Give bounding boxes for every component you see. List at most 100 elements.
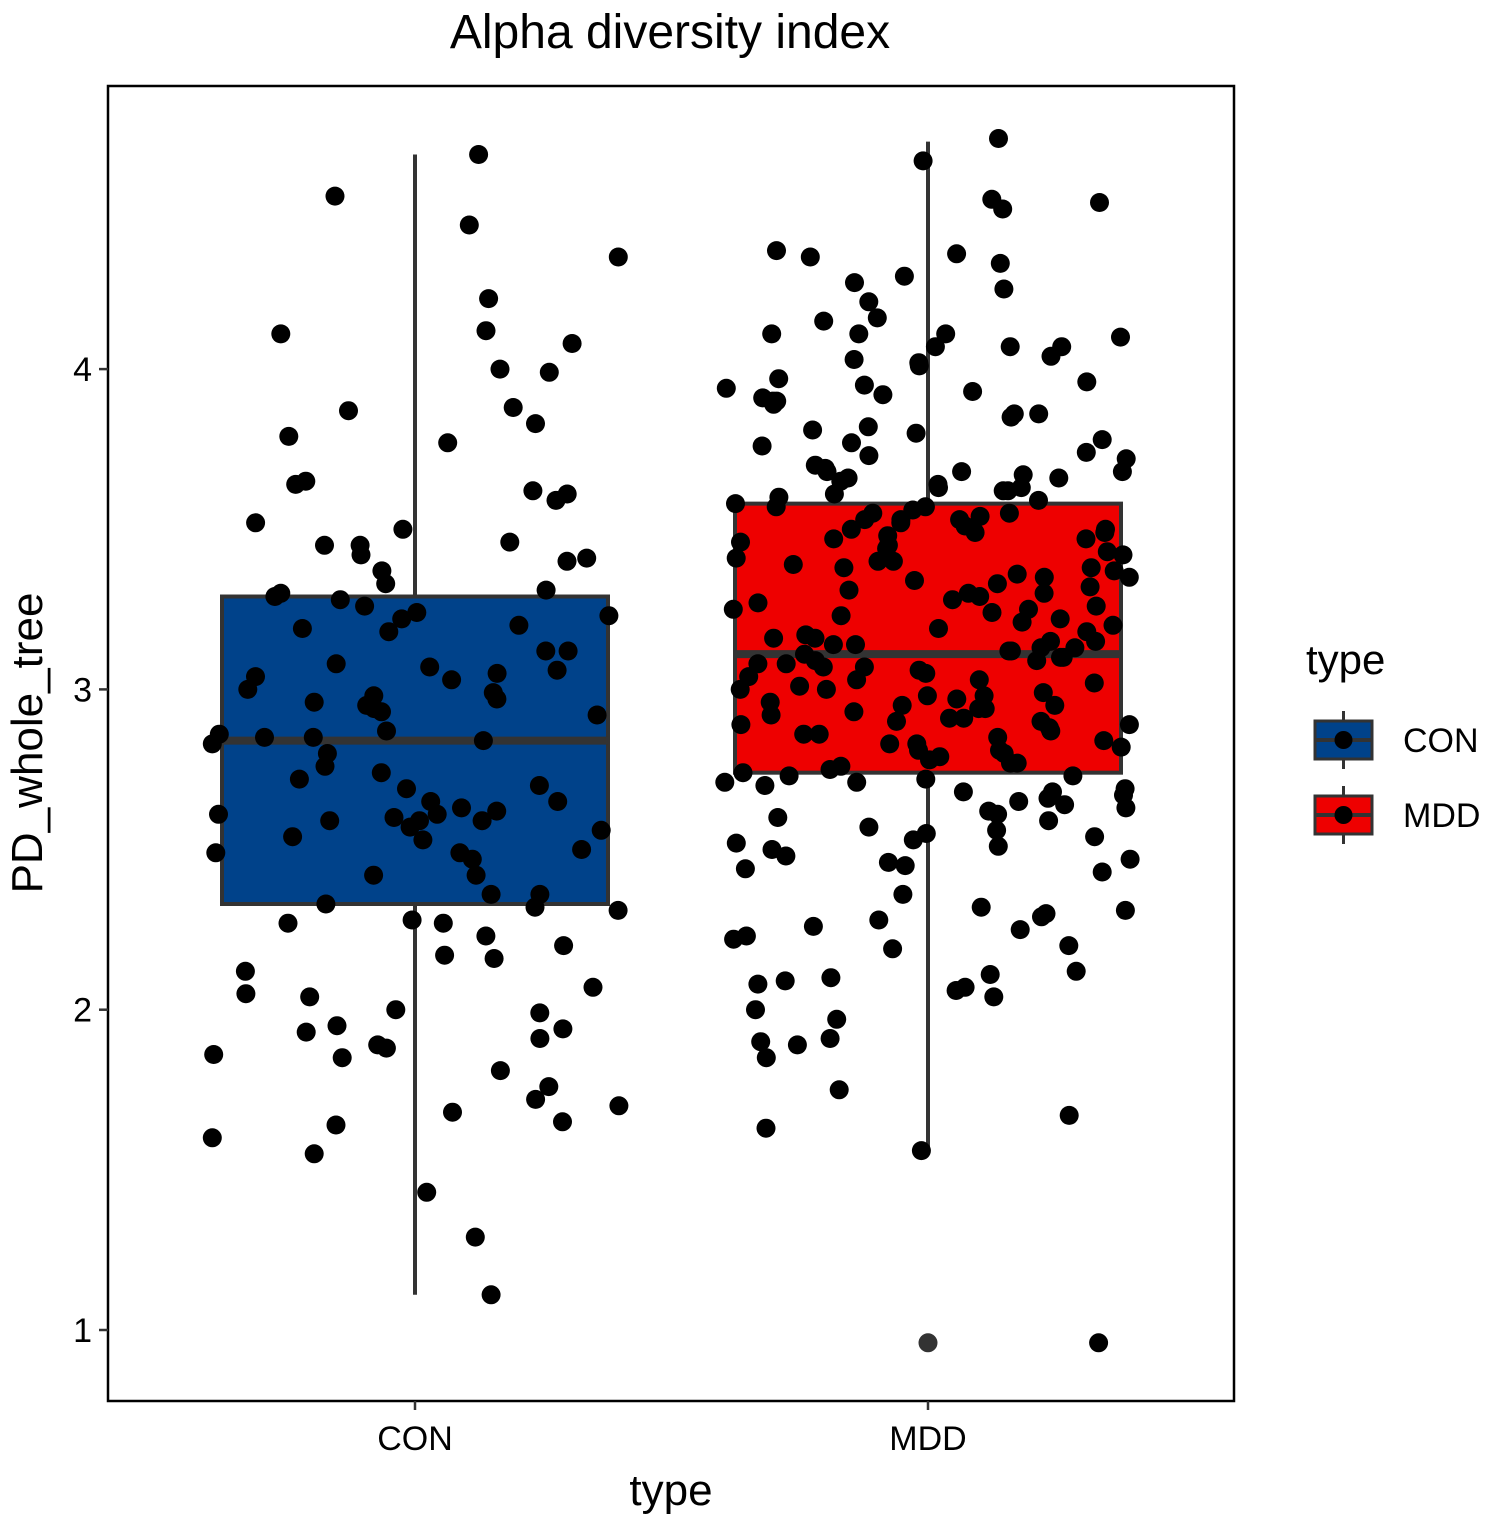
con-data-point	[364, 865, 384, 885]
con-data-point	[530, 1003, 550, 1023]
mdd-data-point	[953, 782, 973, 802]
mdd-data-point	[733, 763, 753, 783]
mdd-data-point	[982, 603, 1002, 622]
mdd-data-point	[752, 436, 772, 456]
mdd-data-point	[761, 705, 781, 725]
con-data-point	[278, 913, 298, 933]
mdd-data-point	[1029, 404, 1049, 424]
con-data-point	[554, 936, 574, 956]
mdd-data-point	[988, 804, 1008, 824]
mdd-data-point	[1000, 337, 1020, 357]
mdd-data-point	[731, 715, 751, 735]
y-tick-label: 4	[73, 351, 92, 389]
mdd-data-point	[963, 382, 983, 401]
mdd-data-point	[769, 369, 789, 389]
mdd-data-point	[858, 417, 878, 437]
mdd-data-point	[1076, 442, 1096, 462]
con-data-point	[547, 660, 567, 680]
mdd-data-point	[859, 446, 879, 466]
mdd-data-point	[756, 1048, 776, 1068]
mdd-data-point	[970, 506, 990, 526]
mdd-data-point	[993, 481, 1013, 501]
con-data-point	[526, 1089, 546, 1109]
mdd-data-point	[1033, 683, 1053, 703]
con-data-point	[442, 670, 462, 690]
mdd-data-point	[834, 558, 854, 578]
con-data-point	[386, 1000, 406, 1020]
mdd-data-point	[751, 1032, 771, 1052]
mdd-data-point	[1116, 798, 1136, 818]
con-data-point	[326, 654, 346, 674]
mdd-data-point	[913, 151, 933, 171]
mdd-data-point	[724, 929, 744, 949]
mdd-data-point	[716, 378, 736, 398]
mdd-data-point	[1084, 673, 1104, 693]
mdd-data-point	[984, 987, 1004, 1007]
mdd-data-point	[731, 532, 750, 552]
mdd-data-point	[726, 548, 746, 568]
mdd-data-point	[892, 695, 912, 715]
mdd-data-point	[1081, 558, 1101, 578]
con-data-point	[484, 949, 504, 968]
mdd-data-point	[842, 433, 861, 453]
mdd-data-point	[1090, 193, 1109, 212]
con-data-point	[332, 1048, 352, 1068]
con-data-point	[490, 1061, 510, 1081]
mdd-data-point	[893, 884, 913, 904]
con-data-point	[608, 247, 628, 267]
con-data-point	[490, 359, 510, 379]
con-data-point	[292, 619, 312, 638]
mdd-data-point	[849, 324, 869, 344]
mdd-data-point	[1010, 920, 1030, 940]
mdd-data-point	[868, 551, 888, 571]
y-tick-label: 1	[73, 1312, 92, 1350]
mdd-data-point	[987, 574, 1007, 594]
con-data-point	[487, 663, 507, 683]
con-data-point	[407, 603, 427, 622]
mdd-data-point	[767, 241, 786, 261]
con-data-point	[433, 913, 453, 933]
mdd-data-point	[762, 324, 782, 344]
con-data-point	[479, 289, 499, 309]
mdd-data-point	[824, 484, 844, 504]
mdd-data-point	[903, 830, 923, 850]
con-data-point	[599, 606, 619, 626]
con-data-point	[536, 641, 556, 661]
mdd-data-point	[916, 769, 936, 789]
mdd-box	[733, 501, 1123, 775]
mdd-data-point	[746, 1000, 765, 1020]
mdd-data-point	[999, 503, 1019, 523]
mdd-data-point	[994, 279, 1014, 299]
mdd-data-point	[987, 820, 1007, 840]
mdd-data-point	[1077, 372, 1097, 392]
mdd-data-point	[1086, 596, 1106, 616]
mdd-data-point	[794, 724, 814, 744]
con-data-point	[376, 1038, 396, 1058]
mdd-data-point	[925, 337, 945, 357]
con-data-point	[279, 426, 299, 446]
con-data-point	[587, 705, 607, 725]
mdd-outlier-point	[918, 1333, 938, 1353]
points-layer	[202, 129, 1140, 1353]
mdd-data-point	[1112, 462, 1132, 482]
con-data-point	[562, 334, 582, 353]
mdd-data-point	[954, 708, 974, 728]
con-data-point	[246, 513, 266, 533]
mdd-data-point	[1049, 468, 1069, 488]
mdd-data-point	[1092, 862, 1112, 882]
x-tick-label: CON	[377, 1420, 453, 1458]
mdd-data-point	[971, 897, 991, 917]
con-data-point	[209, 804, 228, 824]
mdd-data-point	[775, 971, 795, 991]
con-data-point	[417, 1182, 437, 1202]
mdd-data-point	[1092, 430, 1112, 450]
con-data-point	[379, 622, 399, 642]
mdd-data-point	[936, 324, 956, 344]
mdd-data-point	[821, 968, 841, 988]
mdd-data-point	[1113, 545, 1133, 565]
con-data-point	[315, 535, 334, 555]
mdd-data-point	[895, 856, 915, 876]
mdd-data-point	[880, 734, 900, 754]
mdd-data-point	[1007, 753, 1027, 773]
con-data-point	[238, 679, 258, 699]
